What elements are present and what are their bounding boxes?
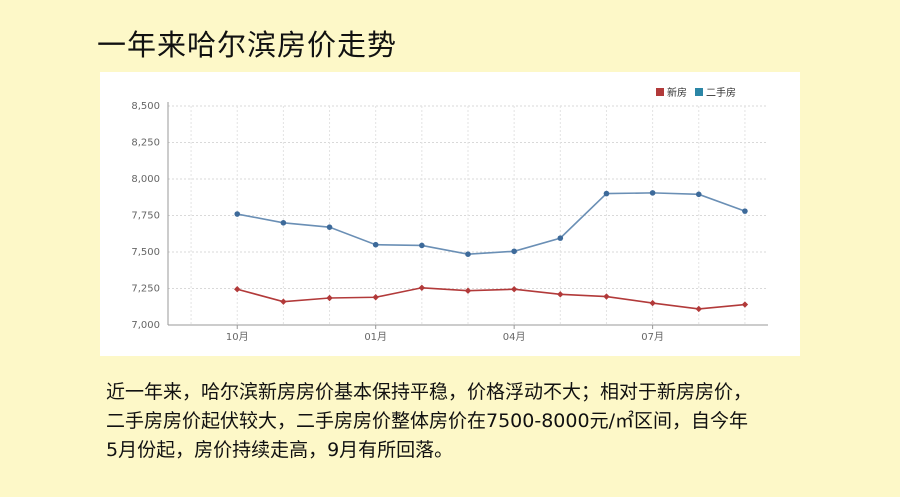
data-point-1 (372, 241, 379, 248)
line-chart: 新房 二手房 7,000 7,250 7,500 7,750 8,000 8,250 8,5… (100, 72, 800, 356)
data-point-1 (742, 208, 748, 214)
data-point-0 (741, 301, 749, 308)
y-tick-label: 8,000 (131, 174, 160, 185)
data-point-0 (326, 294, 333, 302)
data-point-1 (511, 248, 517, 255)
y-tick-label: 7,500 (131, 247, 160, 258)
data-point-0 (695, 305, 702, 313)
data-point-0 (464, 287, 472, 294)
y-tick-label: 7,000 (131, 320, 160, 331)
data-point-1 (603, 190, 610, 197)
series-line-0 (237, 286, 745, 310)
legend-item-second-hand[interactable]: 二手房 (695, 84, 736, 99)
data-point-1 (557, 235, 564, 241)
summary-line: 近一年来，哈尔滨新房房价基本保持平稳，价格浮动不大；相对于新房房价， (106, 381, 753, 403)
summary-line: 5月份起，房价持续走高，9月有所回落。 (106, 439, 454, 461)
chart-legend: 新房 二手房 (656, 84, 736, 99)
y-tick-label: 7,250 (131, 284, 160, 295)
data-point-1 (326, 224, 333, 230)
data-point-1 (280, 220, 287, 226)
legend-label-new-house: 新房 (667, 88, 687, 99)
data-point-0 (557, 291, 564, 298)
y-tick-label: 8,500 (131, 101, 160, 112)
data-point-0 (510, 286, 518, 293)
page-title: 一年来哈尔滨房价走势 (97, 28, 398, 62)
x-tick-label: 01月 (364, 331, 387, 343)
y-tick-label: 7,750 (131, 211, 160, 222)
data-point-1 (465, 251, 471, 257)
legend-swatch-second-hand (695, 87, 703, 96)
data-point-0 (372, 294, 379, 301)
chart-plot: 7,000 7,250 7,500 7,750 8,000 8,250 8,500 10月 01… (131, 101, 768, 343)
data-point-0 (418, 284, 426, 291)
y-tick-label: 8,250 (131, 138, 160, 149)
data-point-0 (649, 299, 656, 307)
legend-item-new-house[interactable]: 新房 (656, 84, 687, 99)
summary-text: 近一年来，哈尔滨新房房价基本保持平稳，价格浮动不大；相对于新房房价， 二手房房价… (106, 378, 806, 465)
x-tick-label: 10月 (226, 331, 249, 343)
data-point-0 (603, 293, 610, 300)
series-line-1 (237, 192, 746, 255)
data-point-1 (234, 211, 241, 217)
x-tick-label: 04月 (503, 331, 526, 343)
data-point-1 (695, 191, 702, 198)
legend-label-second-hand: 二手房 (706, 88, 736, 99)
legend-swatch-new-house (656, 87, 664, 96)
data-point-1 (419, 242, 425, 249)
x-tick-label: 07月 (641, 331, 664, 343)
data-point-0 (234, 286, 241, 293)
summary-line: 二手房房价起伏较大，二手房房价整体房价在7500-8000元/㎡区间，自今年 (106, 410, 748, 432)
data-point-0 (280, 298, 287, 305)
data-point-1 (649, 190, 656, 196)
